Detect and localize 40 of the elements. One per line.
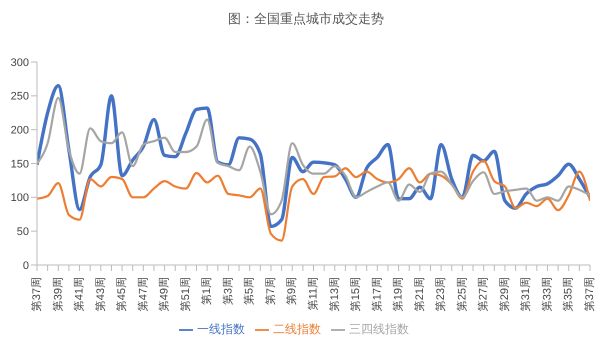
y-tick-label: 200 [10, 124, 29, 137]
legend-label: 一线指数 [197, 322, 245, 336]
x-tick-label: 第31周 [520, 277, 532, 312]
x-tick-label: 第9周 [286, 277, 298, 306]
y-tick-label: 150 [10, 158, 29, 170]
x-tick-label: 第29周 [498, 277, 511, 312]
x-tick-label: 第39周 [52, 277, 64, 312]
x-tick-label: 第7周 [264, 277, 277, 306]
x-tick-label: 第1周 [201, 277, 214, 306]
x-tick-label: 第3周 [222, 277, 234, 306]
x-tick-label: 第45周 [116, 277, 128, 312]
line-series [37, 96, 590, 216]
x-tick-label: 第49周 [158, 277, 171, 312]
x-tick-label: 第35周 [562, 277, 575, 312]
x-tick-label: 第13周 [328, 277, 341, 312]
x-tick-label: 第19周 [392, 277, 405, 312]
chart-title: 图：全国重点城市成交走势 [227, 10, 385, 28]
legend-label: 三四线指数 [349, 322, 409, 336]
legend-label: 二线指数 [273, 322, 321, 336]
x-tick-label: 第41周 [74, 277, 86, 312]
x-tick-label: 第51周 [180, 277, 192, 312]
y-tick-label: 50 [16, 226, 29, 238]
x-tick-label: 第15周 [350, 277, 362, 312]
x-tick-label: 第11周 [308, 277, 320, 310]
line-series [37, 160, 590, 242]
x-tick-label: 第5周 [244, 277, 256, 306]
y-tick-label: 300 [10, 56, 29, 69]
x-tick-label: 第27周 [478, 277, 490, 312]
x-tick-label: 第25周 [456, 277, 468, 312]
x-tick-label: 第43周 [94, 277, 107, 312]
x-tick-label: 第21周 [414, 277, 426, 312]
x-tick-label: 第33周 [541, 277, 554, 312]
y-tick-label: 100 [10, 192, 29, 204]
y-tick-label: 0 [22, 260, 29, 272]
y-tick-label: 250 [10, 90, 29, 103]
x-tick-label: 第37周 [584, 277, 596, 312]
x-tick-label: 第47周 [137, 277, 150, 312]
x-tick-label: 第37周 [31, 277, 43, 312]
x-tick-label: 第23周 [435, 277, 448, 312]
x-tick-label: 第17周 [371, 277, 384, 312]
